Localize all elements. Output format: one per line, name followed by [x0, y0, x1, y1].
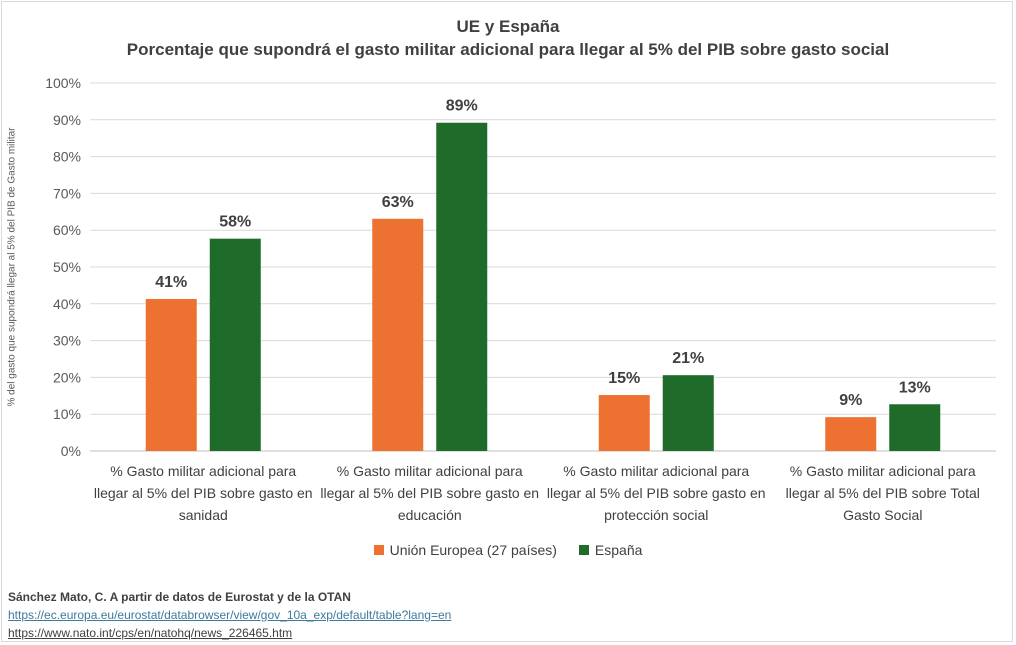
data-label: 21% [672, 350, 704, 367]
category-label-line: llegar al 5% del PIB sobre gasto en [93, 485, 313, 501]
y-tick-label: 90% [53, 112, 81, 128]
bar [889, 404, 941, 451]
y-tick-label: 40% [53, 296, 81, 312]
y-tick-label: 70% [53, 185, 81, 201]
category-label-line: Gasto Social [843, 507, 923, 523]
category-label: % Gasto militar adicional para llegar al … [317, 460, 543, 526]
category-label-line: llegar al 5% del PIB sobre gasto en [546, 485, 766, 501]
source-text: Sánchez Mato, C. A partir de datos de Eu… [8, 590, 351, 604]
data-label: 9% [839, 392, 862, 409]
legend-label: España [594, 542, 643, 558]
legend: Unión Europea (27 países) España [0, 542, 1016, 558]
y-tick-label: 80% [53, 149, 81, 165]
category-label: % Gasto militar adicional para llegar al … [543, 460, 769, 526]
y-tick-label: 60% [53, 222, 81, 238]
category-label-line: % Gasto militar adicional para [110, 463, 297, 479]
legend-item: Unión Europea (27 países) [373, 542, 557, 558]
y-tick-label: 100% [45, 75, 81, 91]
legend-swatch [578, 545, 589, 555]
bar [372, 218, 424, 451]
legend-item: España [578, 542, 643, 558]
category-label-line: llegar al 5% del PIB sobre Total [785, 485, 980, 501]
data-label: 63% [382, 194, 414, 211]
y-tick-label: 0% [61, 443, 81, 459]
source-block: Sánchez Mato, C. A partir de datos de Eu… [8, 588, 451, 642]
data-label: 15% [608, 370, 640, 387]
legend-swatch [373, 545, 384, 555]
chart-title: UE y España [456, 17, 560, 36]
bar [209, 238, 261, 451]
data-label: 13% [899, 379, 931, 396]
bar [662, 375, 714, 451]
data-label: 58% [219, 214, 251, 231]
nato-link[interactable]: https://www.nato.int/cps/en/natohq/news_… [8, 626, 293, 640]
category-label-line: educación [397, 507, 462, 523]
category-label-line: % Gasto militar adicional para [336, 463, 523, 479]
y-tick-label: 30% [53, 333, 81, 349]
y-tick-label: 20% [53, 369, 81, 385]
legend-label: Unión Europea (27 países) [389, 542, 557, 558]
data-label: 41% [155, 274, 187, 291]
category-label: % Gasto militar adicional para llegar al … [770, 460, 996, 526]
bar [145, 299, 197, 451]
y-tick-label: 10% [53, 406, 81, 422]
data-label: 89% [446, 98, 478, 115]
category-label-line: protección social [604, 507, 709, 523]
category-label-line: % Gasto militar adicional para [789, 463, 976, 479]
eurostat-link[interactable]: https://ec.europa.eu/eurostat/databrowse… [8, 608, 452, 622]
bar [436, 122, 488, 451]
category-label-line: llegar al 5% del PIB sobre gasto en [320, 485, 540, 501]
bar [825, 417, 877, 451]
category-label: % Gasto militar adicional para llegar al … [90, 460, 316, 526]
y-tick-label: 50% [53, 259, 81, 275]
category-label-line: % Gasto militar adicional para [563, 463, 750, 479]
bar [598, 395, 650, 451]
category-label-line: sanidad [178, 507, 228, 523]
chart-subtitle: Porcentaje que supondrá el gasto militar… [126, 40, 890, 59]
